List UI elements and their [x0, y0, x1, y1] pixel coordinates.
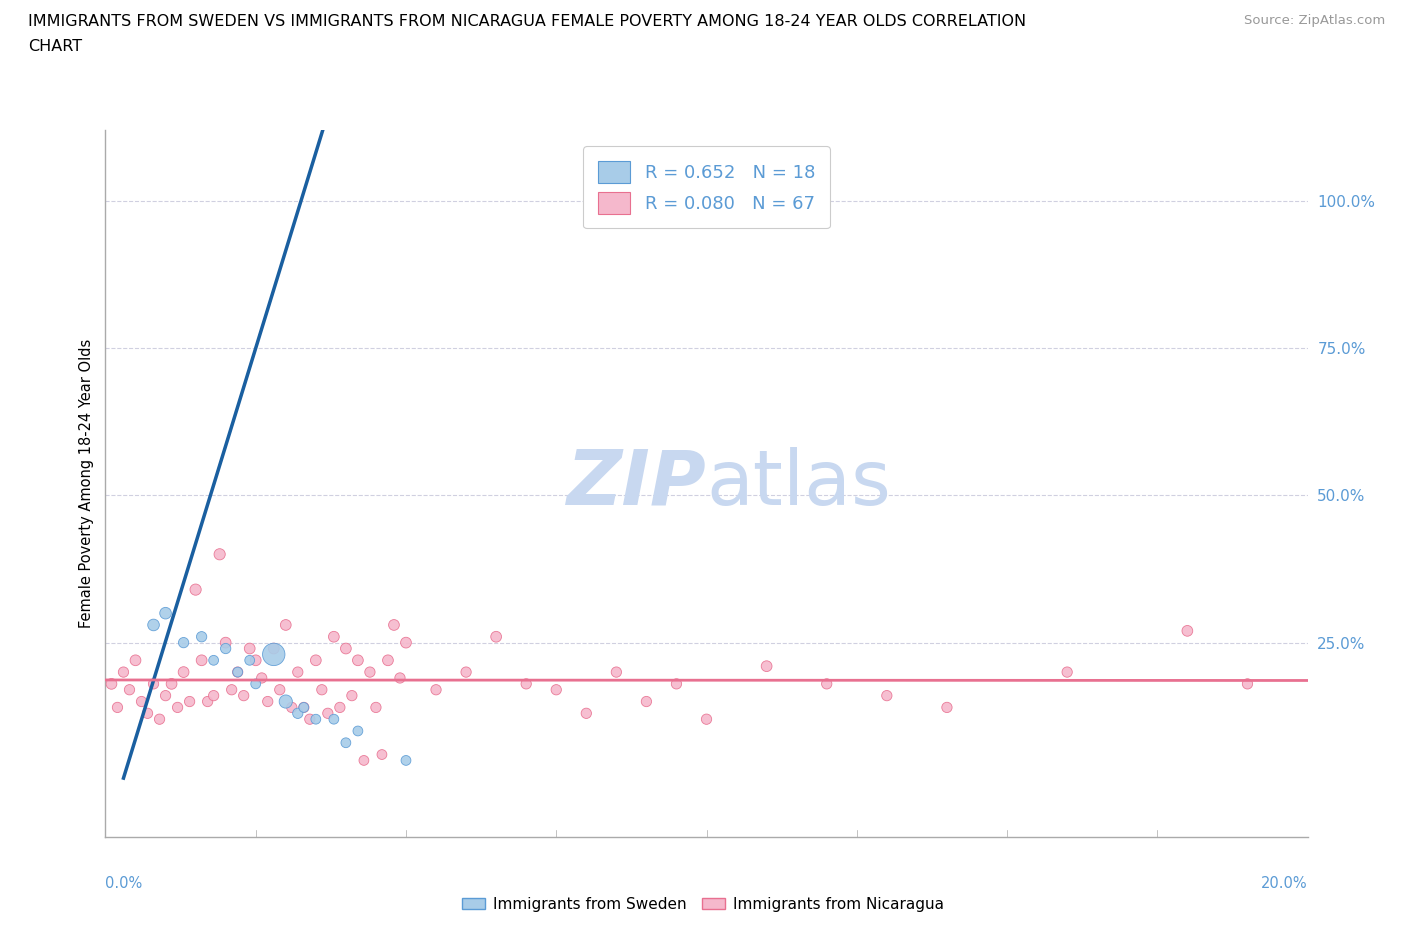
Point: [274, 618, 297, 632]
Point: [263, 647, 285, 662]
Point: [876, 688, 898, 703]
Point: [239, 653, 262, 668]
Point: [155, 605, 177, 620]
Point: [305, 653, 328, 668]
Point: [287, 665, 309, 680]
Point: [190, 653, 212, 668]
Point: [173, 635, 195, 650]
Point: [256, 694, 278, 709]
Point: [142, 676, 165, 691]
Point: [605, 665, 627, 680]
Text: 0.0%: 0.0%: [105, 876, 142, 891]
Point: [214, 641, 236, 656]
Point: [322, 711, 344, 726]
Point: [226, 665, 249, 680]
Text: ZIP: ZIP: [567, 446, 707, 521]
Point: [179, 694, 201, 709]
Point: [395, 753, 418, 768]
Point: [575, 706, 598, 721]
Point: [347, 724, 370, 738]
Point: [112, 665, 135, 680]
Point: [136, 706, 159, 721]
Point: [696, 711, 718, 726]
Point: [1175, 623, 1198, 638]
Legend: R = 0.652   N = 18, R = 0.080   N = 67: R = 0.652 N = 18, R = 0.080 N = 67: [583, 146, 830, 228]
Point: [485, 630, 508, 644]
Point: [359, 665, 381, 680]
Point: [1056, 665, 1078, 680]
Point: [292, 700, 315, 715]
Point: [329, 700, 352, 715]
Point: [142, 618, 165, 632]
Text: IMMIGRANTS FROM SWEDEN VS IMMIGRANTS FROM NICARAGUA FEMALE POVERTY AMONG 18-24 Y: IMMIGRANTS FROM SWEDEN VS IMMIGRANTS FRO…: [28, 14, 1026, 29]
Point: [815, 676, 838, 691]
Point: [1236, 676, 1258, 691]
Point: [454, 665, 477, 680]
Text: CHART: CHART: [28, 39, 82, 54]
Point: [226, 665, 249, 680]
Point: [292, 700, 315, 715]
Text: Source: ZipAtlas.com: Source: ZipAtlas.com: [1244, 14, 1385, 27]
Point: [148, 711, 170, 726]
Point: [311, 683, 333, 698]
Point: [197, 694, 219, 709]
Point: [322, 630, 344, 644]
Point: [221, 683, 243, 698]
Point: [232, 688, 254, 703]
Point: [250, 671, 273, 685]
Point: [214, 635, 236, 650]
Point: [335, 641, 357, 656]
Point: [190, 630, 212, 644]
Point: [546, 683, 568, 698]
Point: [160, 676, 183, 691]
Point: [100, 676, 122, 691]
Point: [388, 671, 411, 685]
Point: [316, 706, 339, 721]
Point: [936, 700, 959, 715]
Point: [665, 676, 688, 691]
Point: [281, 700, 304, 715]
Point: [274, 694, 297, 709]
Point: [382, 618, 405, 632]
Point: [263, 641, 285, 656]
Point: [353, 753, 375, 768]
Point: [239, 641, 262, 656]
Point: [155, 688, 177, 703]
Point: [184, 582, 207, 597]
Point: [515, 676, 537, 691]
Point: [425, 683, 447, 698]
Y-axis label: Female Poverty Among 18-24 Year Olds: Female Poverty Among 18-24 Year Olds: [79, 339, 94, 629]
Text: 20.0%: 20.0%: [1261, 876, 1308, 891]
Point: [245, 676, 267, 691]
Point: [131, 694, 153, 709]
Point: [755, 658, 778, 673]
Point: [395, 635, 418, 650]
Point: [202, 688, 225, 703]
Point: [340, 688, 363, 703]
Point: [636, 694, 658, 709]
Point: [173, 665, 195, 680]
Point: [298, 711, 321, 726]
Point: [124, 653, 146, 668]
Point: [347, 653, 370, 668]
Point: [269, 683, 291, 698]
Point: [371, 747, 394, 762]
Point: [166, 700, 188, 715]
Point: [245, 653, 267, 668]
Point: [335, 736, 357, 751]
Point: [377, 653, 399, 668]
Text: atlas: atlas: [707, 446, 891, 521]
Point: [202, 653, 225, 668]
Legend: Immigrants from Sweden, Immigrants from Nicaragua: Immigrants from Sweden, Immigrants from …: [457, 891, 949, 918]
Point: [287, 706, 309, 721]
Point: [364, 700, 387, 715]
Point: [208, 547, 231, 562]
Point: [305, 711, 328, 726]
Point: [118, 683, 141, 698]
Point: [107, 700, 129, 715]
